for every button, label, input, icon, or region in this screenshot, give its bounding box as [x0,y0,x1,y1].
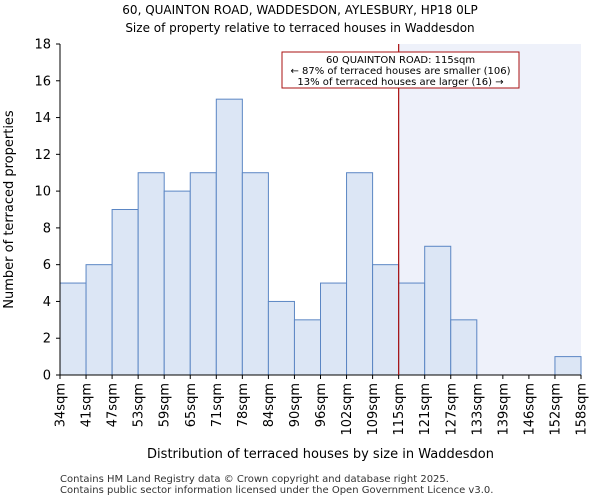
y-axis-label: Number of terraced properties [2,110,17,309]
x-tick-label: 121sqm [418,383,433,436]
x-tick-label: 158sqm [575,383,590,436]
annotation-box [281,51,520,89]
x-axis-label: Distribution of terraced houses by size … [147,447,494,462]
y-tick-label: 12 [34,148,51,163]
bar-53sqm [137,172,165,376]
x-tick-label: 127sqm [444,383,459,436]
bar-121sqm [424,245,452,376]
x-tick-label: 78sqm [236,383,251,427]
x-tick-label: 139sqm [496,383,511,436]
bar-115sqm [398,282,426,376]
bar-102sqm [346,172,374,376]
bar-90sqm [293,319,322,376]
y-tick-label: 10 [34,185,51,200]
x-tick-label: 109sqm [366,383,381,436]
x-tick-label: 47sqm [106,383,121,427]
footer-copyright: Contains HM Land Registry data © Crown c… [60,474,449,485]
bar-127sqm [450,319,478,376]
x-tick-label: 34sqm [54,383,69,427]
y-tick-label: 18 [34,38,51,53]
chart-subtitle: Size of property relative to terraced ho… [125,21,475,35]
annotation-line-2: ← 87% of terraced houses are smaller (10… [290,66,510,77]
bar-65sqm [189,172,217,376]
bar-96sqm [320,282,348,376]
bar-152sqm [554,356,582,376]
x-tick-label: 65sqm [184,383,199,427]
bar-84sqm [267,300,295,376]
bar-109sqm [372,264,400,376]
bar-59sqm [163,190,191,376]
x-tick-label: 146sqm [522,383,537,436]
x-tick-label: 59sqm [158,383,173,427]
annotation-line-1: 60 QUAINTON ROAD: 115sqm [326,55,475,66]
x-tick-label: 115sqm [392,383,407,436]
y-tick-label: 2 [43,332,51,347]
bar-34sqm [59,282,87,376]
y-tick-label: 0 [43,369,51,384]
x-tick-label: 152sqm [548,383,563,436]
annotation-line-3: 13% of terraced houses are larger (16) → [297,77,503,88]
x-tick-label: 71sqm [210,383,225,427]
y-tick-label: 6 [43,258,51,273]
bar-41sqm [85,264,113,376]
y-tick-label: 4 [43,295,51,310]
chart-title: 60, QUAINTON ROAD, WADDESDON, AYLESBURY,… [122,3,478,17]
x-tick-label: 90sqm [288,383,303,427]
bar-78sqm [241,172,269,376]
y-tick-label: 16 [34,74,51,89]
x-tick-label: 53sqm [132,383,147,427]
x-tick-label: 96sqm [314,383,329,427]
x-tick-label: 133sqm [470,383,485,436]
footer-licence: Contains public sector information licen… [60,485,494,496]
y-tick-label: 14 [34,111,51,126]
x-tick-label: 41sqm [80,383,95,427]
y-tick-label: 8 [43,221,51,236]
x-tick-label: 102sqm [340,383,355,436]
bar-71sqm [215,98,243,376]
x-tick-label: 84sqm [262,383,277,427]
bar-47sqm [111,209,139,376]
